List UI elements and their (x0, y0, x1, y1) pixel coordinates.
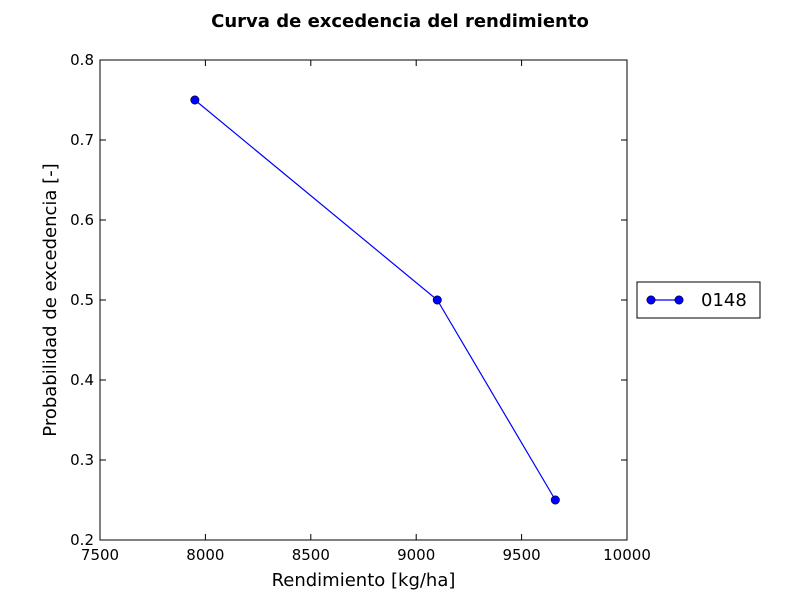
y-tick-label: 0.5 (70, 291, 94, 309)
x-tick-label: 9500 (503, 546, 541, 564)
y-tick-label: 0.7 (70, 131, 94, 149)
y-tick-label: 0.6 (70, 211, 94, 229)
y-tick-label: 0.3 (70, 451, 94, 469)
plot-area (99, 59, 628, 541)
x-tick-label: 7500 (81, 546, 119, 564)
legend-marker (646, 295, 656, 305)
x-tick-label: 8500 (292, 546, 330, 564)
x-tick-label: 9000 (397, 546, 435, 564)
y-tick-label: 0.8 (70, 51, 94, 69)
x-tick-label: 10000 (603, 546, 651, 564)
x-tick-label: 8000 (186, 546, 224, 564)
series-layer (190, 95, 560, 505)
y-tick-label: 0.4 (70, 371, 94, 389)
y-tick-label: 0.2 (70, 531, 94, 549)
data-point (432, 295, 442, 305)
chart-title: Curva de excedencia del rendimiento (211, 11, 589, 32)
data-point (550, 495, 560, 505)
x-axis-label: Rendimiento [kg/ha] (272, 570, 456, 591)
legend-label: 0148 (701, 290, 747, 311)
data-point (190, 95, 200, 105)
legend-marker (674, 295, 684, 305)
y-axis-ticks: 0.2 0.3 0.4 0.5 0.6 0.7 0.8 (70, 51, 627, 549)
y-axis-label: Probabilidad de excedencia [-] (40, 163, 61, 436)
x-axis-ticks: 7500 8000 8500 9000 9500 10000 (81, 60, 651, 564)
legend: 0148 (636, 281, 761, 319)
